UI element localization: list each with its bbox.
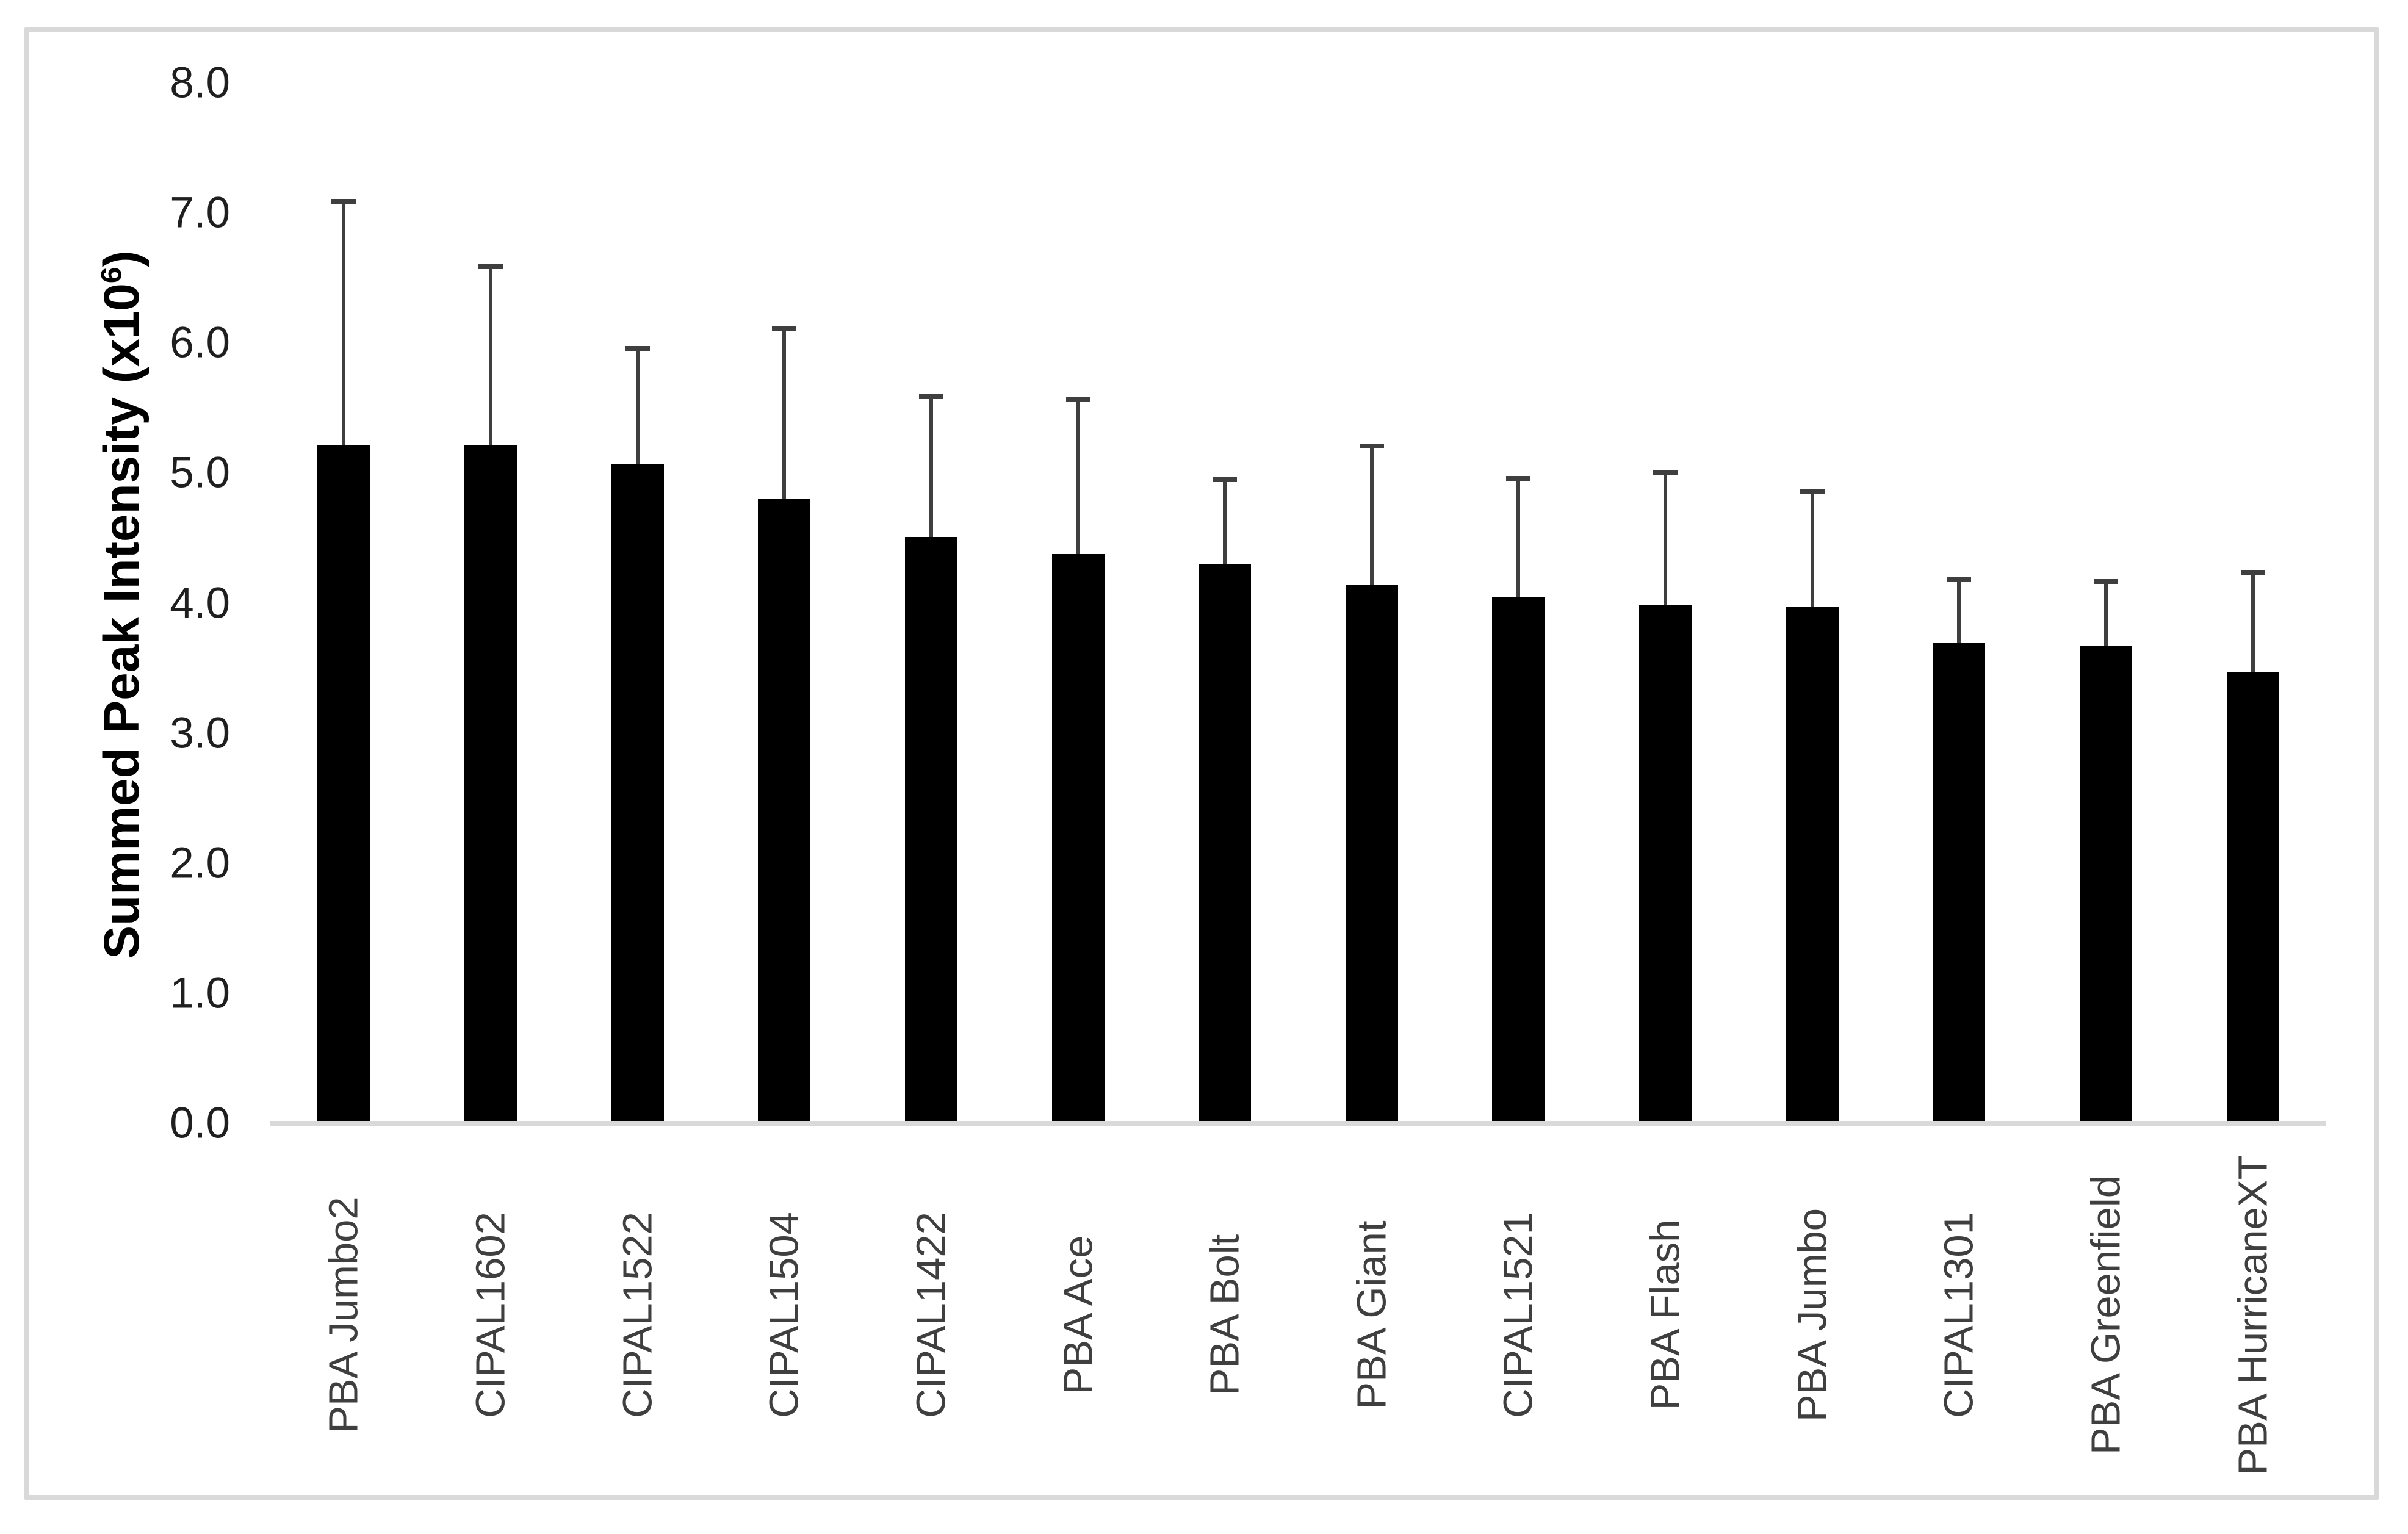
x-axis-line — [270, 1121, 2326, 1126]
error-bar-stem — [1369, 445, 1374, 585]
error-bar-stem — [2251, 572, 2255, 672]
y-tick-label: 2.0 — [170, 839, 230, 888]
error-bar-cap — [1947, 577, 1972, 583]
y-tick-label: 5.0 — [170, 448, 230, 497]
bar — [1786, 607, 1839, 1121]
bar — [1933, 642, 1986, 1121]
error-bar-cap — [1065, 397, 1090, 402]
error-bar-stem — [1516, 478, 1521, 597]
error-bar-stem — [1076, 399, 1080, 554]
error-bar-cap — [1359, 443, 1384, 448]
error-bar-cap — [1653, 469, 1678, 475]
error-bar-stem — [782, 329, 787, 500]
y-axis-tick-labels: 0.0 1.0 2.0 3.0 4.0 5.0 6.0 7.0 8.0 — [0, 0, 230, 1534]
error-bar-cap — [2240, 569, 2265, 575]
error-bar-cap — [1213, 477, 1238, 483]
y-tick-label: 4.0 — [170, 579, 230, 627]
error-bar-stem — [488, 266, 492, 445]
bar — [611, 464, 664, 1121]
bar — [464, 444, 517, 1121]
error-bar-cap — [1800, 489, 1825, 494]
error-bar-cap — [625, 346, 650, 351]
bar — [1051, 553, 1105, 1121]
bar — [317, 444, 370, 1121]
y-tick-label: 8.0 — [170, 59, 230, 107]
bar — [1639, 604, 1692, 1121]
error-bar-stem — [929, 396, 933, 538]
plot-area — [270, 81, 2326, 1121]
error-bar-cap — [478, 264, 503, 269]
error-bar-cap — [1506, 476, 1531, 481]
error-bar-stem — [1810, 491, 1814, 608]
bar — [758, 499, 811, 1121]
y-tick-label: 7.0 — [170, 189, 230, 237]
y-tick-label: 6.0 — [170, 319, 230, 367]
bar — [1199, 564, 1252, 1121]
bar — [2080, 646, 2133, 1121]
error-bar-stem — [1223, 480, 1227, 564]
error-bar-stem — [1957, 580, 1961, 643]
bar — [904, 537, 957, 1121]
error-bar-cap — [918, 394, 943, 399]
error-bar-cap — [2094, 578, 2119, 584]
bar — [2226, 672, 2279, 1121]
error-bar-stem — [635, 348, 640, 464]
y-tick-label: 0.0 — [170, 1099, 230, 1148]
error-bar-cap — [772, 326, 797, 332]
bar — [1345, 585, 1398, 1121]
y-tick-label: 1.0 — [170, 969, 230, 1018]
figure-border — [24, 27, 2379, 1500]
y-tick-label: 3.0 — [170, 709, 230, 758]
error-bar-stem — [2104, 581, 2108, 647]
error-bar-stem — [342, 201, 346, 445]
bar — [1492, 597, 1545, 1121]
error-bar-cap — [331, 199, 356, 204]
error-bar-stem — [1664, 472, 1668, 605]
